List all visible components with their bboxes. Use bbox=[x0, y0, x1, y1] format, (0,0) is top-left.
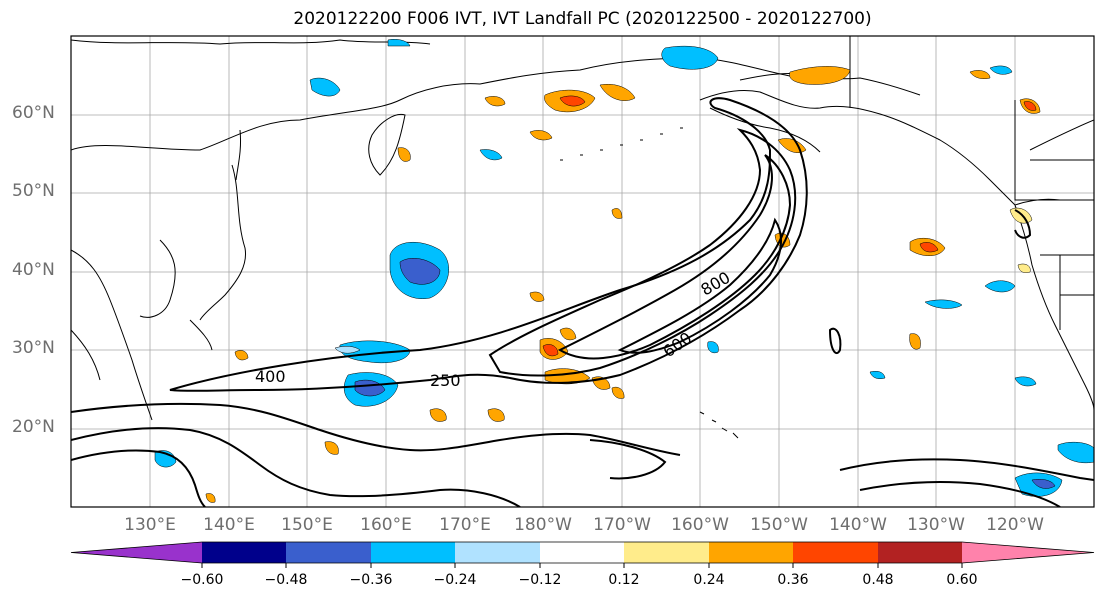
lon-label-180w: 180°W bbox=[514, 515, 572, 535]
colorbar-segment bbox=[793, 542, 878, 563]
map-title: 2020122200 F006 IVT, IVT Landfall PC (20… bbox=[293, 9, 872, 29]
lat-label-60: 60°N bbox=[12, 103, 55, 123]
colorbar-tick: 0.48 bbox=[862, 572, 894, 588]
colorbar-tick: −0.48 bbox=[264, 572, 308, 588]
lon-label-170w: 170°W bbox=[593, 515, 651, 535]
pc-positive-shading bbox=[205, 66, 1041, 503]
colorbar-tick: −0.36 bbox=[349, 572, 393, 588]
pc-negative-shading bbox=[154, 39, 1094, 497]
colorbar-segment bbox=[202, 542, 286, 563]
colorbar-segment bbox=[540, 542, 624, 563]
contour-label-250: 250 bbox=[430, 371, 461, 390]
lon-label-140w: 140°W bbox=[829, 515, 887, 535]
lat-label-50: 50°N bbox=[12, 181, 55, 201]
colorbar-segment bbox=[71, 542, 202, 563]
colorbar bbox=[70, 541, 1095, 568]
lon-label-150w: 150°W bbox=[750, 515, 808, 535]
lon-label-130e: 130°E bbox=[124, 515, 176, 535]
contour-label-400: 400 bbox=[255, 367, 286, 386]
colorbar-tick: −0.24 bbox=[433, 572, 477, 588]
colorbar-tick: −0.12 bbox=[518, 572, 562, 588]
colorbar-tick: 0.12 bbox=[608, 572, 640, 588]
colorbar-segment bbox=[624, 542, 709, 563]
lat-label-40: 40°N bbox=[12, 260, 55, 280]
colorbar-tick: 0.60 bbox=[946, 572, 978, 588]
gridlines bbox=[71, 36, 1094, 507]
lon-label-160w: 160°W bbox=[671, 515, 729, 535]
colorbar-segment bbox=[455, 542, 540, 563]
lon-label-160e: 160°E bbox=[360, 515, 412, 535]
ivt-contours bbox=[71, 97, 1094, 507]
lon-label-170e: 170°E bbox=[439, 515, 491, 535]
colorbar-segment bbox=[878, 542, 962, 563]
colorbar-segment bbox=[371, 542, 455, 563]
colorbar-segment bbox=[709, 542, 793, 563]
colorbar-segment bbox=[286, 542, 371, 563]
lon-label-140e: 140°E bbox=[203, 515, 255, 535]
colorbar-tick: 0.24 bbox=[693, 572, 725, 588]
lon-label-150e: 150°E bbox=[281, 515, 333, 535]
colorbar-segment bbox=[962, 542, 1094, 563]
contour-labels: 250 400 600 800 bbox=[255, 268, 733, 390]
lat-label-20: 20°N bbox=[12, 417, 55, 437]
lon-label-120w: 120°W bbox=[986, 515, 1044, 535]
plot-frame bbox=[70, 35, 1095, 508]
lat-label-30: 30°N bbox=[12, 338, 55, 358]
colorbar-tick: 0.36 bbox=[777, 572, 809, 588]
lon-label-130w: 130°W bbox=[907, 515, 965, 535]
colorbar-tick: −0.60 bbox=[180, 572, 224, 588]
